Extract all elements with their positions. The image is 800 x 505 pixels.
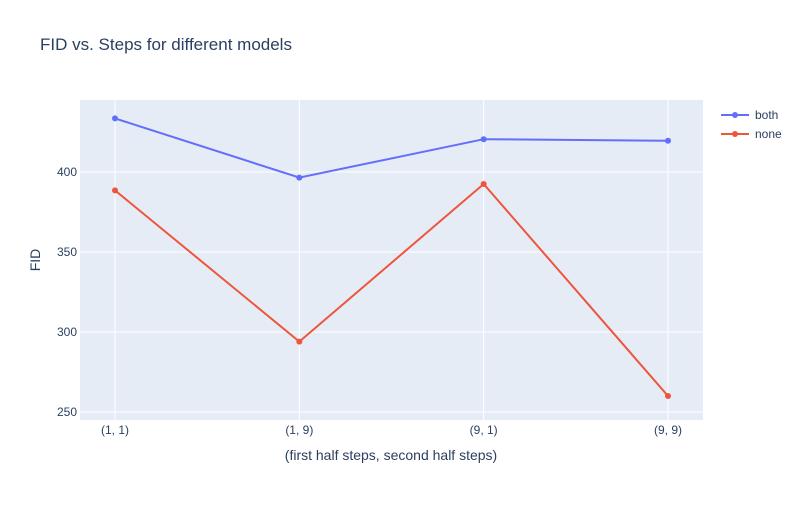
series-line-both [114,117,669,179]
x-tick-labels: (1, 1) (1, 9) (9, 1) (9, 9) [101,423,682,437]
y-tick-label: 350 [57,245,77,259]
data-point-none[interactable] [296,338,303,345]
x-tick-label: (1, 9) [285,423,313,437]
data-point-both[interactable] [296,174,303,181]
grid-lines [80,100,703,420]
legend-swatch-marker [732,112,738,118]
data-point-both[interactable] [480,136,487,143]
series-both [112,115,671,181]
x-tick-label: (9, 9) [654,423,682,437]
data-point-none[interactable] [665,393,671,399]
series-lines [112,115,671,399]
legend-item-both[interactable]: both [721,108,778,122]
legend-label: none [755,127,782,141]
data-point-both[interactable] [665,137,671,144]
y-axis-label: FID [27,249,43,272]
chart-title: FID vs. Steps for different models [40,35,292,54]
data-point-none[interactable] [112,187,118,194]
legend-swatch-marker [732,131,738,137]
series-line-none [114,182,669,397]
x-tick-label: (9, 1) [470,423,498,437]
y-tick-label: 250 [57,405,77,419]
legend[interactable]: both none [721,108,782,141]
legend-label: both [755,108,778,122]
plot-background [80,100,703,420]
legend-item-none[interactable]: none [721,127,782,141]
data-point-none[interactable] [480,181,487,187]
x-tick-label: (1, 1) [101,423,129,437]
y-tick-label: 400 [57,165,77,179]
y-tick-labels: 250 300 350 400 [57,165,77,419]
y-tick-label: 300 [57,325,77,339]
data-point-both[interactable] [112,115,118,122]
series-none [112,181,671,399]
x-axis-label: (first half steps, second half steps) [285,447,497,463]
